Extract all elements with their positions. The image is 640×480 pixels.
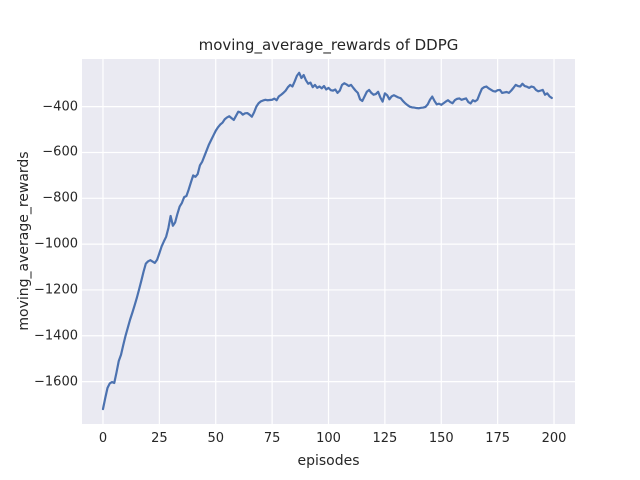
x-tick-label: 175: [485, 431, 511, 446]
x-axis-label: episodes: [297, 453, 360, 469]
y-axis-label: moving_average_rewards: [16, 151, 32, 331]
chart-canvas: [82, 59, 575, 424]
plot-area: [82, 59, 575, 424]
x-tick-label: 200: [541, 431, 567, 446]
y-tick-label: −1000: [34, 236, 78, 252]
y-tick-label: −1600: [34, 374, 78, 390]
y-tick-label: −800: [42, 190, 78, 206]
chart-title: moving_average_rewards of DDPG: [198, 36, 459, 54]
x-tick-label: 150: [428, 431, 454, 446]
x-tick-label: 25: [151, 431, 168, 446]
x-tick-label: 100: [316, 431, 341, 446]
x-tick-label: 125: [372, 431, 398, 446]
y-tick-label: −1400: [34, 328, 78, 344]
y-tick-label: −400: [42, 99, 78, 115]
x-tick-label: 75: [263, 431, 281, 446]
x-tick-label: 0: [98, 431, 108, 446]
y-tick-label: −1200: [34, 282, 78, 298]
reward-line: [101, 71, 553, 411]
y-tick-label: −600: [42, 144, 78, 160]
x-tick-label: 50: [207, 431, 225, 446]
